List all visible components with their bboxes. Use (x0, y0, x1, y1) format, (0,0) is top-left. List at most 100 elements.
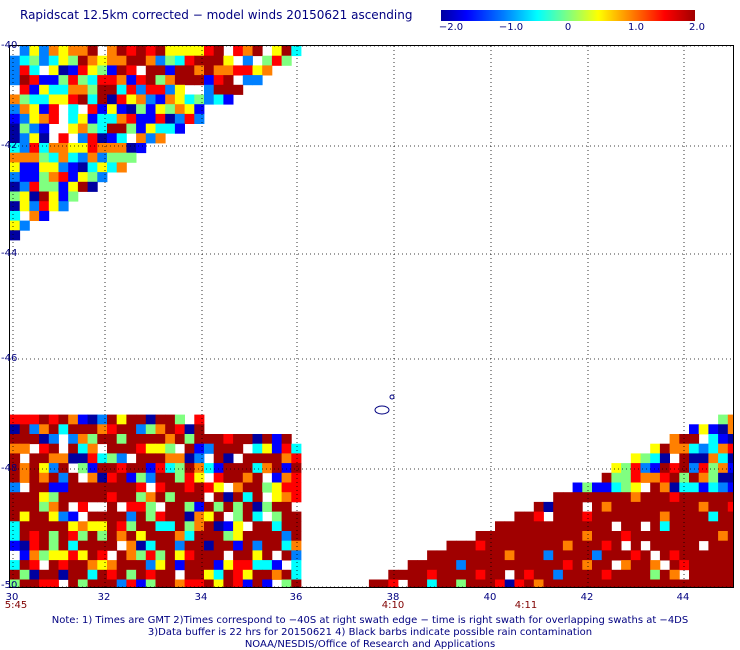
data-cell (136, 579, 147, 587)
lat-tick-label: -46 (1, 353, 18, 364)
data-cell (679, 443, 690, 454)
data-cell (126, 434, 137, 445)
data-cell (524, 540, 535, 551)
data-cell (116, 55, 127, 66)
data-cell (708, 550, 719, 561)
colorbar-tick: 0 (564, 22, 572, 33)
data-cell (155, 84, 166, 95)
data-cell (621, 531, 632, 542)
data-cell (718, 453, 729, 464)
data-cell (48, 560, 59, 571)
data-cell (19, 143, 30, 154)
lon-tick-label: 44 (676, 592, 690, 603)
data-cell (145, 472, 156, 483)
data-cell (621, 482, 632, 493)
data-cell (184, 492, 195, 503)
data-cell (242, 569, 253, 580)
data-cell (669, 463, 680, 474)
data-cell (126, 501, 137, 512)
data-cell (698, 501, 709, 512)
map-plot (9, 45, 734, 588)
data-cell (524, 511, 535, 522)
data-cell (155, 113, 166, 124)
data-cell (145, 463, 156, 474)
data-cell (39, 443, 50, 454)
data-cell (194, 482, 205, 493)
data-cell (689, 521, 700, 532)
colorbar-tick: 2.0 (689, 22, 705, 33)
data-cell (233, 463, 244, 474)
data-cell (68, 152, 79, 163)
data-cell (107, 424, 118, 435)
data-cell (533, 579, 544, 587)
data-cell (58, 414, 69, 425)
data-cell (213, 55, 224, 66)
data-cell (291, 453, 302, 464)
data-cell (77, 579, 88, 587)
data-cell (630, 501, 641, 512)
data-cell (184, 472, 195, 483)
data-cell (97, 104, 108, 115)
data-cell (543, 579, 554, 587)
data-cell (116, 123, 127, 134)
data-cell (630, 531, 641, 542)
data-cell (145, 424, 156, 435)
data-cell (572, 482, 583, 493)
data-cell (155, 521, 166, 532)
data-cell (184, 550, 195, 561)
data-cell (87, 434, 98, 445)
lat-tick-label: -50 (1, 580, 18, 591)
data-cell (126, 511, 137, 522)
data-cell (194, 65, 205, 76)
data-cell (727, 501, 733, 512)
data-cell (107, 84, 118, 95)
data-cell (10, 230, 21, 241)
data-cell (727, 472, 733, 483)
data-cell (116, 94, 127, 105)
data-cell (58, 569, 69, 580)
data-cell (271, 540, 282, 551)
data-cell (184, 75, 195, 86)
data-cell (204, 531, 215, 542)
data-cell (592, 501, 603, 512)
data-cell (718, 560, 729, 571)
data-cell (145, 569, 156, 580)
data-cell (116, 521, 127, 532)
data-cell (165, 463, 176, 474)
data-cell (291, 511, 302, 522)
data-cell (718, 424, 729, 435)
data-cell (48, 472, 59, 483)
data-cell (68, 143, 79, 154)
data-cell (553, 521, 564, 532)
data-cell (116, 511, 127, 522)
data-cell (582, 511, 593, 522)
data-cell (29, 104, 40, 115)
data-cell (504, 540, 515, 551)
data-cell (213, 531, 224, 542)
data-cell (10, 492, 21, 503)
data-cell (174, 424, 185, 435)
data-cell (524, 569, 535, 580)
data-cell (572, 521, 583, 532)
data-cell (48, 104, 59, 115)
data-cell (184, 113, 195, 124)
data-cell (495, 531, 506, 542)
data-cell (136, 511, 147, 522)
data-cell (271, 434, 282, 445)
data-cell (262, 560, 273, 571)
data-cell (659, 579, 670, 587)
data-cell (19, 550, 30, 561)
island-contour (389, 394, 395, 400)
data-cell (601, 511, 612, 522)
data-cell (572, 501, 583, 512)
data-cell (204, 511, 215, 522)
data-cell (174, 94, 185, 105)
data-cell (77, 162, 88, 173)
data-cell (58, 133, 69, 144)
data-cell (97, 424, 108, 435)
data-cell (223, 55, 234, 66)
data-cell (281, 434, 292, 445)
data-cell (611, 501, 622, 512)
data-cell (48, 511, 59, 522)
data-cell (727, 560, 733, 571)
